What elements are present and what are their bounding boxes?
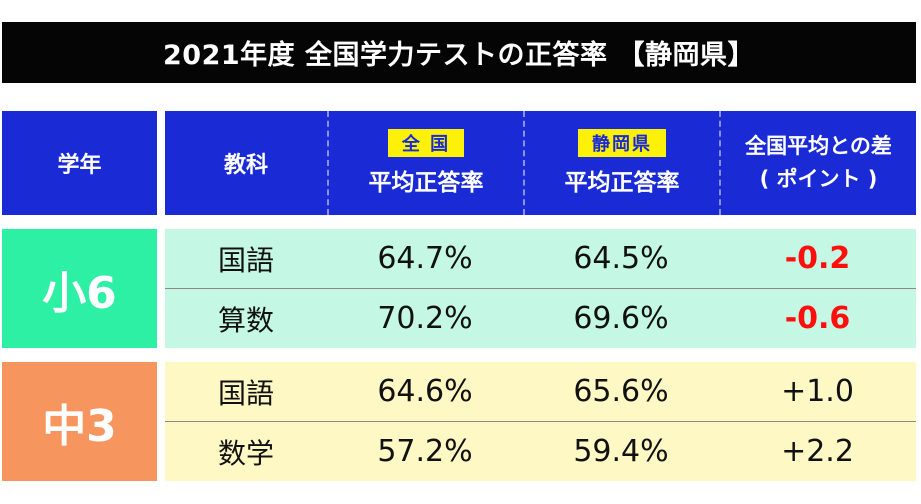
prefecture-rate-cell: 65.6% [573, 374, 669, 409]
diff-label-line-1: 全国平均との差 [745, 134, 892, 158]
prefecture-rate-cell: 59.4% [573, 434, 669, 469]
header-national: 全 国 平均正答率 [327, 111, 523, 215]
diff-cell: +1.0 [781, 374, 854, 409]
prefecture-rate-cell: 69.6% [573, 301, 669, 336]
header-prefecture: 静岡県 平均正答率 [523, 111, 719, 215]
subject-cell: 算数 [217, 303, 274, 337]
grade-junior-3: 中3 [2, 362, 157, 481]
header-grade: 学年 [2, 111, 157, 215]
national-rate-cell: 64.6% [377, 374, 473, 409]
table-row: 国語 64.6% 65.6% +1.0 [165, 362, 916, 422]
diff-cell: -0.2 [784, 241, 851, 276]
subject-cell: 国語 [217, 243, 274, 277]
subject-cell: 数学 [217, 436, 274, 470]
prefecture-tag: 静岡県 [578, 129, 666, 157]
table-row: 算数 70.2% 69.6% -0.6 [165, 289, 916, 348]
diff-cell: +2.2 [781, 434, 854, 469]
national-label: 平均正答率 [368, 170, 484, 196]
table-row: 国語 64.7% 64.5% -0.2 [165, 229, 916, 289]
table-row: 数学 57.2% 59.4% +2.2 [165, 422, 916, 481]
prefecture-label: 平均正答率 [564, 170, 680, 196]
national-tag: 全 国 [387, 129, 465, 157]
header-diff: 全国平均との差 ( ポイント ) [719, 111, 916, 215]
header-subject: 教科 [165, 111, 327, 215]
grade-elementary-6: 小6 [2, 229, 157, 348]
national-rate-cell: 57.2% [377, 434, 473, 469]
national-rate-cell: 70.2% [377, 301, 473, 336]
national-rate-cell: 64.7% [377, 241, 473, 276]
page-title: 2021年度 全国学力テストの正答率 【静岡県】 [2, 22, 916, 83]
subject-cell: 国語 [217, 376, 274, 410]
diff-label-line-2: ( ポイント ) [759, 167, 878, 191]
prefecture-rate-cell: 64.5% [573, 241, 669, 276]
diff-cell: -0.6 [784, 301, 851, 336]
